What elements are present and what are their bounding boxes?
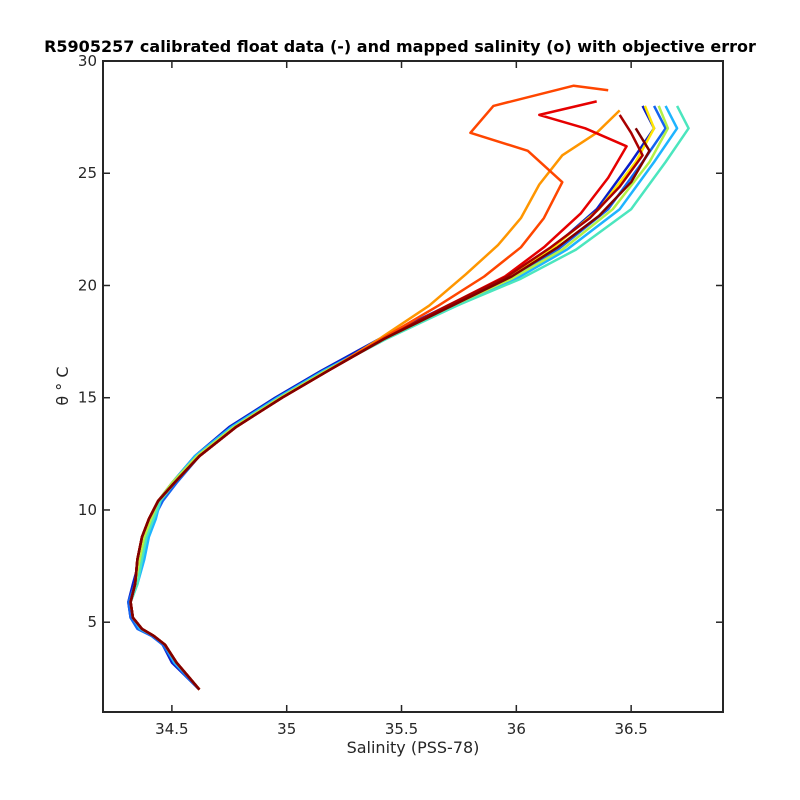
y-tick-label: 30 [78,52,97,70]
profile-line-8 [129,84,609,691]
x-tick-label: 36 [507,720,526,738]
plot-frame [102,60,724,713]
profile-line-5 [129,105,670,691]
x-tick-label: 35 [277,720,296,738]
y-tick-label: 25 [78,164,97,182]
x-tick-label: 34.5 [155,720,188,738]
x-tick-label: 36.5 [614,720,647,738]
profile-line-1 [127,105,656,691]
profile-line-2 [127,105,667,691]
y-tick-label: 20 [78,276,97,294]
profile-line-10 [129,114,644,691]
y-tick-label: 15 [78,389,97,407]
profile-line-9 [129,100,628,691]
profile-lines [127,84,690,691]
y-tick-label: 10 [78,501,97,519]
y-tick-label: 5 [87,613,97,631]
axis-ticks: 34.5 35 35.5 36 36.5 5 10 15 20 25 30 [78,52,723,738]
y-axis-label: θ ° C [53,366,72,405]
x-tick-label: 35.5 [385,720,418,738]
profile-line-7 [129,109,621,691]
x-axis-label: Salinity (PSS-78) [347,738,480,757]
profile-line-6 [129,105,656,691]
profile-line-11 [129,127,651,691]
profile-line-4 [129,105,690,691]
chart-title: R5905257 calibrated float data (-) and m… [44,37,756,56]
